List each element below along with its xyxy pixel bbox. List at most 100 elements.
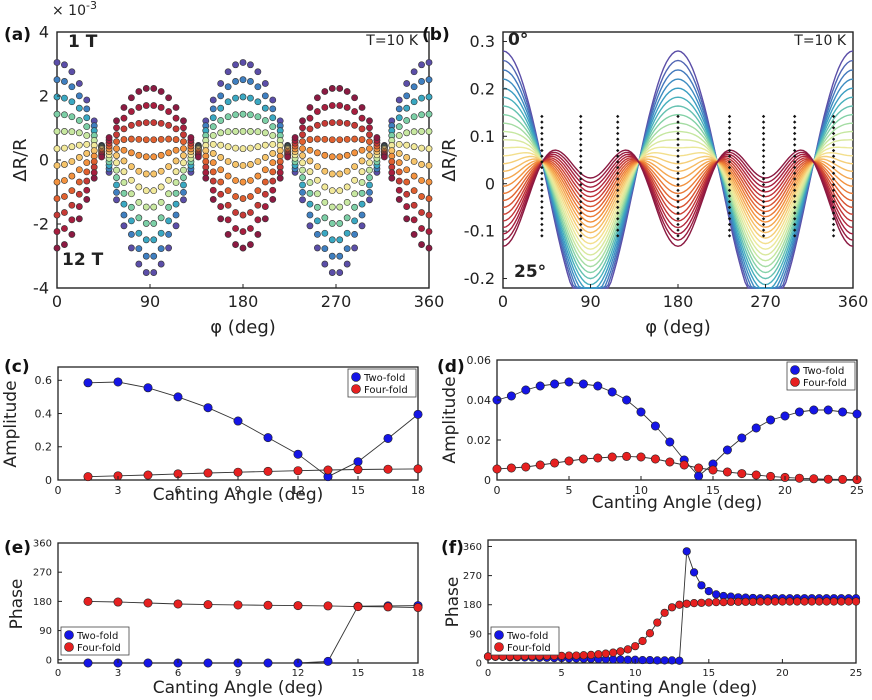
- data-point: [682, 599, 691, 608]
- data-point: [180, 159, 187, 167]
- data-point: [239, 110, 247, 118]
- data-point: [254, 231, 262, 238]
- marker-dot: [540, 148, 544, 153]
- data-point: [697, 598, 706, 607]
- data-point: [358, 200, 366, 208]
- marker-dot: [792, 160, 797, 164]
- data-point: [209, 105, 217, 113]
- legend-swatch: [790, 365, 800, 375]
- data-point: [343, 151, 351, 159]
- data-point: [83, 105, 91, 113]
- marker-dot: [727, 188, 732, 193]
- x-tick-label: 0: [498, 292, 508, 311]
- data-point: [328, 187, 336, 195]
- data-point: [254, 98, 262, 106]
- data-point: [748, 597, 758, 606]
- data-point: [113, 117, 120, 125]
- marker-dot: [579, 114, 583, 119]
- panel-b-marks: [502, 50, 854, 289]
- data-point: [425, 59, 433, 66]
- data-point: [157, 183, 165, 191]
- series-line: [88, 605, 419, 664]
- marker-dot: [616, 234, 620, 238]
- data-point: [180, 189, 187, 196]
- marker-dot: [792, 222, 797, 227]
- x-tick-label: 0: [55, 668, 61, 679]
- panel-f-y-axis-title: Phase: [443, 577, 463, 628]
- data-point: [823, 474, 833, 484]
- data-point: [366, 138, 373, 146]
- marker-dot: [727, 171, 732, 175]
- marker-dot: [579, 222, 583, 227]
- data-point: [83, 596, 93, 606]
- data-point: [261, 203, 269, 210]
- data-point: [113, 138, 120, 146]
- marker-dot: [676, 137, 680, 141]
- data-point: [336, 203, 344, 211]
- data-point: [113, 166, 120, 174]
- data-point: [217, 129, 225, 137]
- data-point: [53, 162, 61, 169]
- data-point: [254, 68, 262, 76]
- marker-dot: [792, 217, 797, 221]
- x-tick-label: 12: [292, 668, 305, 679]
- marker-dot: [616, 194, 620, 198]
- data-point: [247, 61, 254, 69]
- marker-dot: [616, 222, 620, 227]
- data-point: [323, 656, 333, 666]
- data-point: [276, 174, 284, 182]
- data-point: [209, 177, 217, 185]
- data-point: [313, 217, 321, 225]
- marker-dot: [761, 154, 766, 158]
- marker-dot: [761, 200, 766, 204]
- data-point: [638, 636, 647, 646]
- data-point: [61, 111, 68, 119]
- data-point: [351, 244, 358, 252]
- y-tick-label: 0.4: [35, 407, 53, 420]
- data-point: [593, 381, 603, 391]
- data-point: [645, 655, 655, 665]
- y-tick-label: 4: [39, 23, 49, 42]
- marker-dot: [579, 182, 583, 187]
- data-point: [521, 385, 531, 395]
- data-point: [722, 467, 732, 477]
- panel-a-y-ticks: -4 -2 0 2 4: [33, 23, 61, 298]
- data-point: [239, 211, 247, 219]
- data-point: [172, 189, 180, 197]
- data-point: [299, 189, 306, 196]
- data-point: [726, 597, 735, 606]
- data-point: [247, 241, 254, 248]
- data-point: [203, 658, 213, 668]
- marker-dot: [792, 200, 797, 204]
- y-tick-label: 90: [39, 626, 52, 637]
- data-point: [202, 174, 210, 182]
- data-point: [203, 600, 213, 610]
- data-point: [395, 159, 403, 167]
- data-point: [395, 177, 403, 185]
- data-point: [150, 269, 158, 276]
- panel-c-label: (c): [4, 357, 30, 377]
- data-point: [343, 120, 351, 127]
- marker-dot: [540, 143, 544, 147]
- panel-d-x-ticks: 0 5 10 15 20 25: [494, 476, 864, 497]
- data-point: [180, 145, 187, 152]
- data-point: [410, 201, 418, 209]
- data-point: [306, 211, 314, 219]
- data-point: [135, 229, 143, 237]
- data-point: [343, 198, 351, 206]
- data-point: [675, 600, 684, 609]
- data-point: [53, 228, 61, 235]
- marker-dot: [540, 171, 544, 175]
- data-point: [127, 149, 135, 157]
- data-point: [343, 104, 351, 111]
- data-point: [418, 193, 425, 200]
- legend-swatch: [494, 630, 504, 640]
- data-point: [622, 451, 632, 461]
- data-point: [336, 153, 344, 161]
- data-point: [150, 85, 158, 92]
- data-point: [247, 144, 254, 152]
- marker-dot: [676, 148, 680, 153]
- data-point: [105, 134, 113, 141]
